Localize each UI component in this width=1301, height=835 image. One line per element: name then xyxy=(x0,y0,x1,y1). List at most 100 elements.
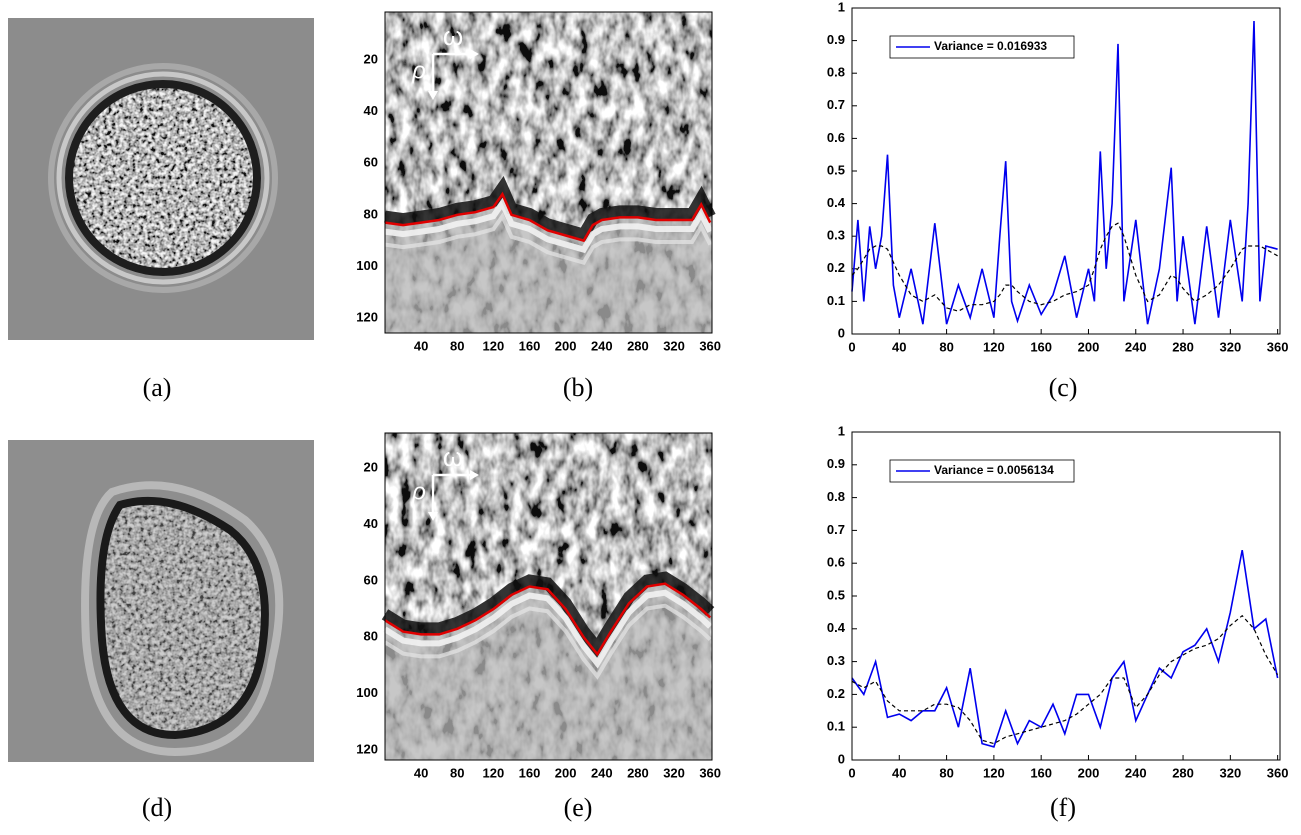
x-tick-label: 120 xyxy=(983,765,1005,780)
x-tick-label: 40 xyxy=(414,338,428,353)
x-tick-label: 160 xyxy=(1030,765,1052,780)
x-tick-label: 40 xyxy=(892,339,906,354)
y-tick-label: 0 xyxy=(838,325,845,340)
caption: (e) xyxy=(564,793,593,822)
y-tick-label: 0.3 xyxy=(827,653,845,668)
x-tick-label: 80 xyxy=(939,339,953,354)
y-tick-label: 120 xyxy=(356,309,378,324)
x-tick-label: 200 xyxy=(1078,765,1100,780)
y-tick-label: 0.9 xyxy=(827,456,845,471)
y-tick-label: 0.7 xyxy=(827,97,845,112)
x-tick-label: 320 xyxy=(1219,339,1241,354)
y-tick-label: 0.8 xyxy=(827,489,845,504)
plot-area xyxy=(852,8,1280,334)
y-tick-label: 0.4 xyxy=(827,620,846,635)
y-tick-label: 1 xyxy=(838,0,845,14)
x-tick-label: 360 xyxy=(699,338,721,353)
x-tick-label: 160 xyxy=(519,765,541,780)
y-tick-label: 20 xyxy=(364,459,378,474)
y-tick-label: 0.1 xyxy=(827,293,845,308)
series-line xyxy=(851,20,1278,325)
light-band xyxy=(383,603,712,680)
x-tick-label: 160 xyxy=(519,338,541,353)
x-tick-label: 360 xyxy=(1267,339,1289,354)
x-tick-label: 240 xyxy=(1125,765,1147,780)
series-line xyxy=(851,549,1279,748)
y-tick-label: 1 xyxy=(838,423,845,438)
y-tick-label: 0.5 xyxy=(827,162,845,177)
x-tick-label: 320 xyxy=(1219,765,1241,780)
x-tick-label: 80 xyxy=(450,765,464,780)
arrow-head xyxy=(470,470,479,480)
x-tick-label: 360 xyxy=(699,765,721,780)
x-tick-label: 280 xyxy=(1172,339,1194,354)
y-tick-label: 60 xyxy=(364,155,378,170)
caption: (b) xyxy=(563,373,593,402)
arrow-head xyxy=(428,512,438,521)
y-tick-label: 0.2 xyxy=(827,686,845,701)
axes-frame xyxy=(384,11,713,334)
y-tick-label: 20 xyxy=(364,51,378,66)
legend-box xyxy=(889,35,1075,59)
caption: (a) xyxy=(143,373,172,402)
x-tick-label: 320 xyxy=(663,765,685,780)
y-tick-label: 0.9 xyxy=(827,32,845,47)
light-band xyxy=(384,197,713,254)
axes-frame xyxy=(851,7,1281,335)
x-tick-label: 280 xyxy=(1172,765,1194,780)
x-tick-label: 280 xyxy=(627,765,649,780)
y-tick-label: 0.8 xyxy=(827,65,845,80)
dark-band xyxy=(381,571,715,659)
dark-band xyxy=(384,176,716,242)
x-tick-label: 40 xyxy=(414,765,428,780)
caption: (f) xyxy=(1050,793,1076,822)
x-tick-label: 200 xyxy=(1078,339,1100,354)
y-tick-label: 100 xyxy=(356,685,378,700)
y-tick-label: 0.3 xyxy=(827,228,845,243)
arrow-head xyxy=(470,49,479,59)
cell-image-a xyxy=(8,18,314,340)
x-tick-label: 0 xyxy=(848,339,855,354)
annotation: ω xyxy=(443,21,463,51)
y-tick-label: 0.6 xyxy=(827,130,845,145)
y-tick-label: 0.4 xyxy=(827,195,846,210)
caption: (d) xyxy=(142,793,172,822)
legend-label: Variance = 0.0056134 xyxy=(934,463,1054,477)
arrow-head xyxy=(428,91,438,100)
annotation: ω xyxy=(443,442,463,472)
legend-box xyxy=(889,459,1075,483)
x-tick-label: 120 xyxy=(483,765,505,780)
y-tick-label: 0.7 xyxy=(827,522,845,537)
trend-line xyxy=(851,222,1278,312)
lower-region xyxy=(385,583,712,760)
x-tick-label: 200 xyxy=(555,338,577,353)
x-tick-label: 80 xyxy=(939,765,953,780)
x-tick-label: 240 xyxy=(591,338,613,353)
x-tick-label: 160 xyxy=(1030,339,1052,354)
x-tick-label: 360 xyxy=(1267,765,1289,780)
x-tick-label: 240 xyxy=(591,765,613,780)
x-tick-label: 240 xyxy=(1125,339,1147,354)
y-tick-label: 40 xyxy=(364,103,378,118)
x-tick-label: 280 xyxy=(627,338,649,353)
y-tick-label: 0 xyxy=(838,751,845,766)
x-tick-label: 40 xyxy=(892,765,906,780)
axes-frame xyxy=(384,432,713,761)
plot-area xyxy=(852,432,1280,760)
x-tick-label: 80 xyxy=(450,338,464,353)
light-band xyxy=(384,212,712,265)
boundary-line xyxy=(384,582,712,657)
x-tick-label: 120 xyxy=(983,339,1005,354)
y-tick-label: 0.6 xyxy=(827,555,845,570)
y-tick-label: 40 xyxy=(364,516,378,531)
legend-label: Variance = 0.016933 xyxy=(934,39,1047,53)
x-tick-label: 120 xyxy=(483,338,505,353)
y-tick-label: 80 xyxy=(364,629,378,644)
y-tick-label: 0.5 xyxy=(827,587,845,602)
x-tick-label: 0 xyxy=(848,765,855,780)
boundary-line xyxy=(384,191,712,243)
caption: (c) xyxy=(1049,373,1078,402)
y-tick-label: 80 xyxy=(364,206,378,221)
